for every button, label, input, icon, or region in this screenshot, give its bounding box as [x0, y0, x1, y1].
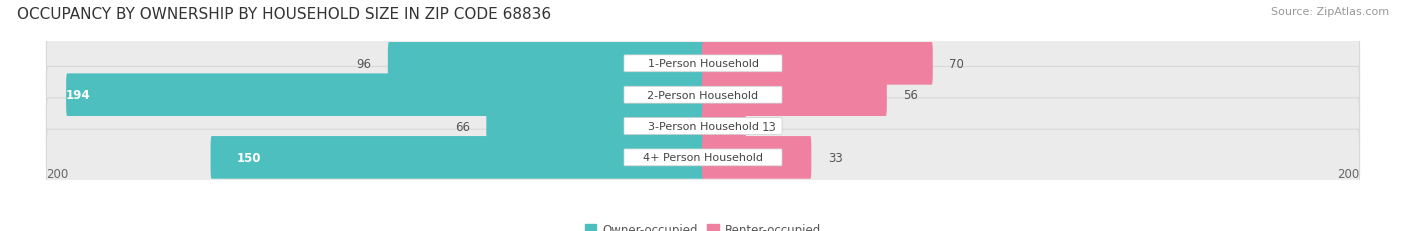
Text: 66: 66 — [456, 120, 470, 133]
FancyBboxPatch shape — [624, 149, 782, 166]
FancyBboxPatch shape — [702, 137, 811, 179]
Text: 1-Person Household: 1-Person Household — [648, 59, 758, 69]
Text: 4+ Person Household: 4+ Person Household — [643, 153, 763, 163]
Text: 2-Person Household: 2-Person Household — [647, 90, 759, 100]
FancyBboxPatch shape — [702, 43, 932, 85]
FancyBboxPatch shape — [66, 74, 704, 116]
Text: 194: 194 — [66, 89, 91, 102]
Text: OCCUPANCY BY OWNERSHIP BY HOUSEHOLD SIZE IN ZIP CODE 68836: OCCUPANCY BY OWNERSHIP BY HOUSEHOLD SIZE… — [17, 7, 551, 22]
FancyBboxPatch shape — [702, 105, 745, 148]
FancyBboxPatch shape — [46, 98, 1360, 155]
Legend: Owner-occupied, Renter-occupied: Owner-occupied, Renter-occupied — [579, 219, 827, 231]
Text: 56: 56 — [903, 89, 918, 102]
FancyBboxPatch shape — [702, 74, 887, 116]
FancyBboxPatch shape — [624, 118, 782, 135]
Text: 33: 33 — [828, 151, 842, 164]
FancyBboxPatch shape — [486, 105, 704, 148]
FancyBboxPatch shape — [624, 87, 782, 104]
Text: 13: 13 — [762, 120, 778, 133]
Text: Source: ZipAtlas.com: Source: ZipAtlas.com — [1271, 7, 1389, 17]
Text: 150: 150 — [236, 151, 262, 164]
Text: 3-Person Household: 3-Person Household — [648, 122, 758, 131]
FancyBboxPatch shape — [46, 130, 1360, 186]
Text: 200: 200 — [1337, 167, 1360, 180]
FancyBboxPatch shape — [211, 137, 704, 179]
FancyBboxPatch shape — [388, 43, 704, 85]
FancyBboxPatch shape — [46, 67, 1360, 123]
Text: 70: 70 — [949, 58, 965, 70]
FancyBboxPatch shape — [624, 56, 782, 73]
FancyBboxPatch shape — [46, 36, 1360, 92]
Text: 200: 200 — [46, 167, 69, 180]
Text: 96: 96 — [357, 58, 371, 70]
